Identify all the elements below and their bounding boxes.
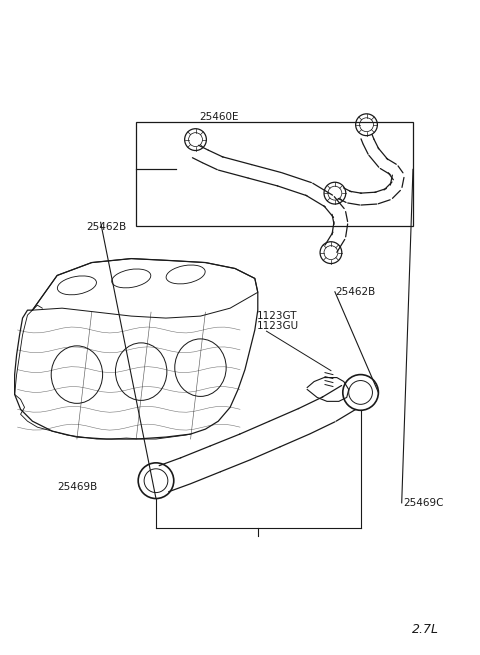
- Text: 2.7L: 2.7L: [411, 623, 439, 636]
- Text: 1123GT: 1123GT: [257, 311, 297, 321]
- Text: 25469C: 25469C: [404, 498, 444, 508]
- Text: 25469B: 25469B: [57, 481, 97, 492]
- Text: 25462B: 25462B: [335, 287, 375, 297]
- Text: 1123GU: 1123GU: [257, 321, 299, 331]
- Text: 25460E: 25460E: [199, 112, 239, 122]
- Text: 25462B: 25462B: [86, 222, 126, 233]
- Bar: [136, 122, 413, 226]
